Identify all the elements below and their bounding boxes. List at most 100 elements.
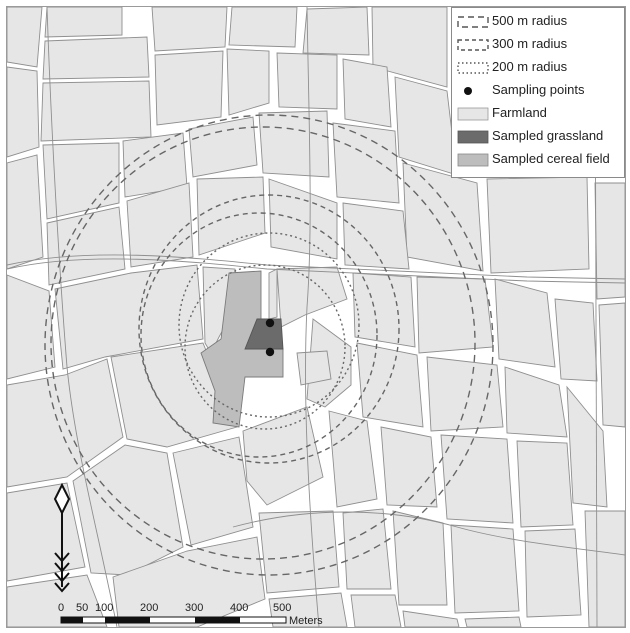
legend-item-sampled-grassland: Sampled grassland — [452, 127, 624, 145]
legend-item-500m: 500 m radius — [452, 12, 624, 30]
farmland-swatch-icon — [457, 107, 489, 121]
farmland-parcel — [342, 202, 410, 270]
scale-tick-label: 500 — [273, 602, 291, 614]
farmland-parcel — [356, 342, 424, 428]
farmland-parcel — [584, 510, 625, 627]
radius-500m-circle-inner — [50, 126, 476, 560]
farmland-parcel — [42, 36, 150, 80]
legend-label: Sampled cereal field — [492, 151, 610, 166]
farmland-parcel — [332, 122, 400, 204]
road — [46, 7, 118, 627]
farmland-parcel — [7, 66, 40, 158]
legend-item-200m: 200 m radius — [452, 58, 624, 76]
farmland-parcel — [504, 366, 568, 438]
dashed-large-circle-icon — [457, 16, 489, 28]
radius-300m-circle — [138, 194, 400, 464]
farmland-parcel — [7, 482, 86, 582]
sampling-point-icon — [464, 87, 472, 95]
map-legend: 500 m radius 300 m radius 200 m radius S… — [451, 7, 625, 178]
legend-label: Sampled grassland — [492, 128, 604, 143]
farmland-parcel — [328, 410, 378, 508]
roads — [7, 7, 625, 627]
road — [7, 258, 625, 284]
radius-500m-circle — [44, 114, 494, 576]
farmland-parcel — [416, 276, 494, 354]
farmland-parcel — [371, 7, 448, 88]
legend-item-farmland: Farmland — [452, 104, 624, 122]
farmland-parcel — [268, 268, 278, 320]
farmland-parcel — [7, 358, 124, 488]
road — [7, 254, 625, 280]
farmland-parcel — [494, 278, 556, 368]
farmland-parcel — [188, 116, 258, 178]
farmland-parcel — [226, 48, 270, 116]
farmland-parcel — [54, 264, 204, 370]
farmland-parcel — [268, 178, 338, 260]
farmland-parcel — [112, 536, 266, 627]
map-canvas[interactable]: 0 50 100 200 300 400 500 Meters — [7, 7, 625, 627]
farmland-parcel — [242, 406, 324, 506]
farmland-parcel — [464, 616, 522, 627]
farmland-parcel — [524, 528, 582, 618]
scale-tick-label: 100 — [95, 602, 113, 614]
farmland-parcel — [516, 440, 574, 528]
farmland-parcel — [172, 436, 254, 546]
farmland-parcel — [7, 7, 43, 68]
sampling-point — [265, 318, 275, 328]
farmland-parcel — [402, 162, 484, 272]
farmland-parcel — [42, 142, 120, 220]
farmland-parcel — [380, 426, 438, 508]
dashed-medium-circle-icon — [457, 39, 489, 51]
scale-tick-label: 50 — [76, 602, 88, 614]
legend-item-sampled-cereal-field: Sampled cereal field — [452, 150, 624, 168]
farmland-parcel — [276, 266, 348, 328]
farmland-parcel — [296, 350, 332, 386]
dotted-circle-icon — [457, 62, 489, 74]
radius-200m-circle-inner — [184, 264, 346, 430]
farmland-parcel — [196, 176, 266, 256]
legend-label: 300 m radius — [492, 36, 568, 51]
radius-200m-circle — [178, 232, 360, 418]
scale-bar: 0 50 100 200 300 400 500 Meters — [58, 602, 323, 627]
farmland-parcel — [598, 302, 625, 428]
farmland-parcel — [151, 7, 228, 52]
farmland-parcel — [352, 272, 416, 348]
north-arrow-icon — [53, 482, 71, 593]
map-frame: 0 50 100 200 300 400 500 Meters 500 m ra… — [6, 6, 626, 628]
scale-tick-label: 300 — [185, 602, 203, 614]
legend-label: Farmland — [492, 105, 547, 120]
legend-item-sampling-points: Sampling points — [452, 81, 624, 99]
scale-unit-label: Meters — [289, 615, 323, 627]
farmland-parcel — [276, 52, 338, 110]
farmland-parcel — [258, 510, 340, 594]
farmland-parcel — [110, 342, 238, 448]
farmland-parcel — [342, 58, 392, 128]
legend-item-300m: 300 m radius — [452, 35, 624, 53]
farmland-parcel — [350, 594, 402, 627]
farmland-parcel — [40, 80, 152, 142]
farmland-parcel — [154, 50, 224, 126]
cereal-field-swatch-icon — [457, 153, 489, 167]
farmland-parcel — [7, 274, 56, 380]
farmland-parcel — [440, 434, 514, 524]
scale-tick-label: 400 — [230, 602, 248, 614]
farmland-parcel — [554, 298, 598, 382]
farmland-parcel — [566, 385, 608, 508]
farmland-parcel — [228, 7, 298, 48]
scale-tick-label: 200 — [140, 602, 158, 614]
sampling-point — [265, 347, 275, 357]
grassland-swatch-icon — [457, 130, 489, 144]
farmland-parcel — [394, 76, 458, 176]
farmland-parcel — [46, 206, 126, 286]
farmland-parcel — [7, 154, 44, 270]
farmland-parcel — [126, 182, 194, 268]
road — [232, 511, 625, 556]
farmland-parcel — [426, 356, 504, 432]
farmland-parcel — [594, 182, 625, 300]
farmland-parcel — [302, 7, 370, 56]
farmland-parcel — [44, 7, 123, 38]
legend-label: Sampling points — [492, 82, 585, 97]
radius-300m-circle-inner — [140, 212, 378, 458]
radius-circles — [44, 114, 494, 576]
farmland-parcel — [392, 510, 448, 606]
